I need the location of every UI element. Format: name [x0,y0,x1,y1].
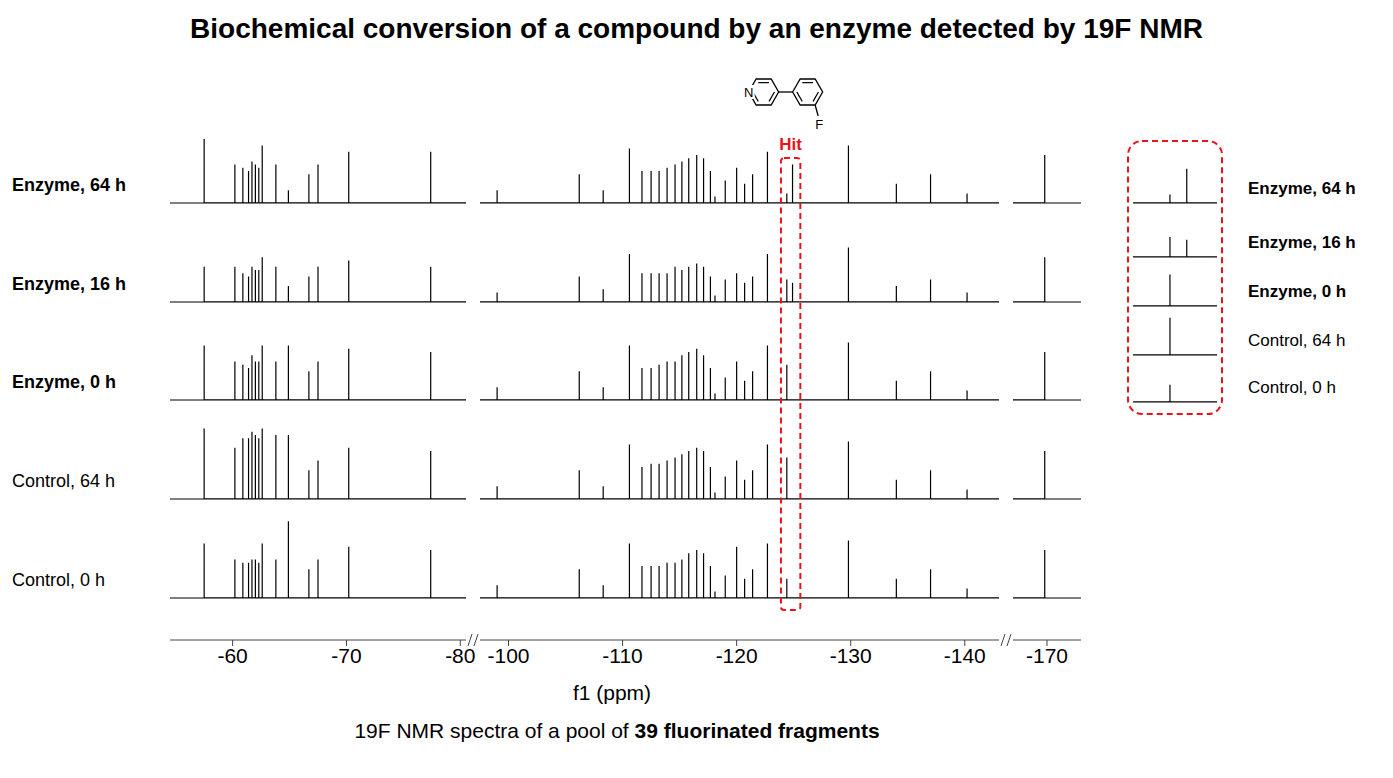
svg-text:F: F [815,117,823,132]
svg-text:-110: -110 [602,644,642,667]
html-text:Enzyme, 0 h: Enzyme, 0 h [1248,282,1347,301]
svg-text:-100: -100 [488,644,530,667]
svg-text:-170: -170 [1026,644,1068,667]
svg-text:-130: -130 [830,644,872,667]
html-text:f1 (ppm): f1 (ppm) [572,681,652,704]
html-text:Control, 0 h: Control, 0 h [12,570,106,590]
html-text:19F NMR spectra of a pool of 3: 19F NMR spectra of a pool of 39 fluorina… [354,719,880,742]
html-text:Enzyme, 64 h: Enzyme, 64 h [12,175,126,195]
svg-text:-70: -70 [331,644,361,667]
html-text:Biochemical conversion of a co: Biochemical conversion of a compound by … [190,13,1203,44]
svg-text:-120: -120 [716,644,758,667]
html-text:Control, 0 h: Control, 0 h [1248,378,1336,397]
svg-text:Hit: Hit [779,135,802,154]
svg-text:-80: -80 [445,644,475,667]
html-text:Enzyme, 0 h: Enzyme, 0 h [12,372,116,392]
svg-text:-60: -60 [217,644,247,667]
html-text:Control, 64 h: Control, 64 h [1248,331,1346,350]
html-text:Control, 64 h: Control, 64 h [12,471,116,491]
svg-text:-140: -140 [944,644,986,667]
html-text:Enzyme, 16 h: Enzyme, 16 h [1248,233,1356,252]
svg-text:N: N [744,85,753,100]
html-text:Enzyme, 16 h: Enzyme, 16 h [12,274,126,294]
html-text:Enzyme, 64 h: Enzyme, 64 h [1248,179,1356,198]
